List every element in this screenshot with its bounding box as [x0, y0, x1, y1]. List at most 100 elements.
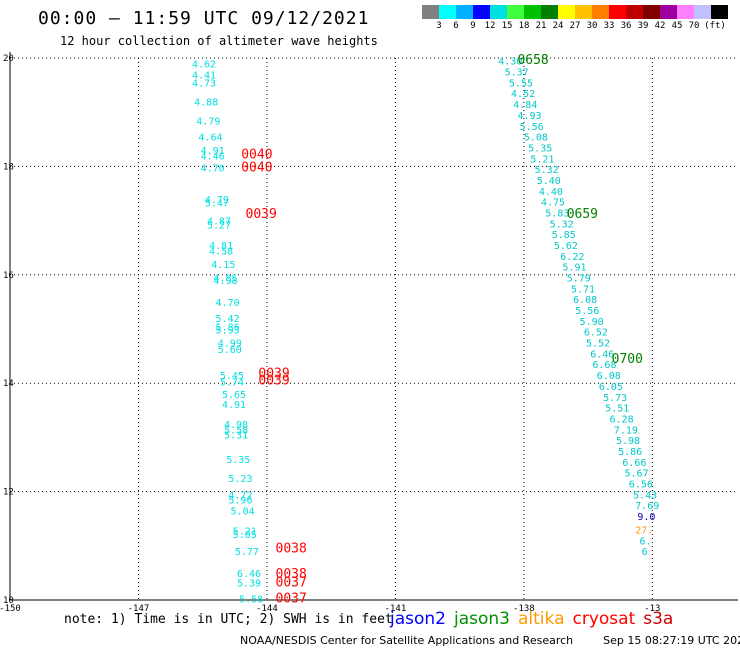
- wave-height-label: 7.69: [635, 501, 659, 512]
- legend-label: 30: [586, 21, 598, 31]
- satellite-altika: altika: [518, 609, 565, 629]
- wave-height-label: 5.37: [505, 68, 529, 79]
- wave-height-label: 4.81: [209, 241, 233, 252]
- satellite-s3a: s3a: [643, 609, 674, 629]
- wave-height-label: 4.41: [192, 70, 216, 81]
- legend-swatch: [439, 5, 456, 19]
- wave-height-label: 5.27: [207, 220, 231, 231]
- wave-height-label: 5.23: [228, 474, 252, 485]
- satellite-legend: jason2 jason3 altika cryosat s3a: [390, 609, 681, 629]
- wave-height-label: 4.79: [205, 195, 229, 206]
- wave-height-label: 5.58: [239, 594, 263, 605]
- wave-height-label: 5.86: [216, 322, 240, 333]
- color-legend: 3 6 9 12 15 18 21 24 27 30 33 36 39 42 45 70 (ft): [422, 5, 740, 33]
- wave-height-label: 5.55: [509, 78, 533, 89]
- wave-height-label: 5.60: [218, 345, 242, 356]
- wave-height-label: 6.66: [622, 458, 646, 469]
- legend-swatch: [660, 5, 677, 19]
- wave-height-label: 4.15: [211, 260, 235, 271]
- legend-label: 39: [637, 21, 649, 31]
- y-tick-label: 16: [3, 271, 14, 281]
- wave-height-label: 5.62: [554, 241, 578, 252]
- wave-height-label: 5.79: [567, 274, 591, 285]
- wave-height-label: 4.91: [222, 400, 246, 411]
- legend-label: 3: [436, 21, 442, 31]
- y-tick-label: 20: [3, 54, 14, 64]
- wave-height-label: 5.71: [571, 284, 595, 295]
- wave-height-label: 4.75: [541, 198, 565, 209]
- x-tick-label: -13: [644, 604, 660, 614]
- wave-height-label: 5.35: [226, 455, 250, 466]
- legend-swatch: [609, 5, 626, 19]
- wave-height-label: 5.52: [586, 339, 610, 350]
- chart-title: 00:00 – 11:59 UTC 09/12/2021: [38, 8, 370, 29]
- legend-swatch: [643, 5, 660, 19]
- y-tick-label: 18: [3, 162, 14, 172]
- units-note: note: 1) Time is in UTC; 2) SWH is in fe…: [64, 612, 393, 627]
- wave-height-label: 6.52: [584, 328, 608, 339]
- legend-label: 21: [535, 21, 547, 31]
- wave-height-label: 5.04: [231, 507, 255, 518]
- wave-height-label: 5.98: [616, 436, 640, 447]
- legend-swatch: [541, 5, 558, 19]
- wave-height-label: 5.90: [580, 317, 604, 328]
- wave-height-label: 5.05: [233, 530, 257, 541]
- wave-height-label: 4.72: [228, 490, 252, 501]
- generated-timestamp: Sep 15 08:27:19 UTC 2021: [603, 634, 740, 647]
- wave-height-label: 5.85: [552, 230, 576, 241]
- wave-height-label: 5.65: [222, 390, 246, 401]
- wave-height-label: 6.56: [629, 479, 653, 490]
- legend-label: (ft): [704, 21, 726, 31]
- wave-height-label: 4.70: [201, 163, 225, 174]
- legend-swatch: [422, 5, 439, 19]
- wave-height-label: 5.67: [625, 469, 649, 480]
- time-stamp-label: 0039: [246, 207, 277, 222]
- wave-height-label: 6.46: [237, 569, 261, 580]
- wave-height-label: 5.74: [220, 378, 244, 389]
- wave-height-label: 5.35: [528, 143, 552, 154]
- legend-swatch: [575, 5, 592, 19]
- wave-height-label: 4.79: [196, 116, 220, 127]
- wave-height-label: 6.08: [573, 295, 597, 306]
- time-stamp-label: 0040: [241, 147, 272, 162]
- wave-height-label: 6.68: [592, 360, 616, 371]
- satellite-jason3: jason3: [454, 609, 510, 629]
- legend-label: 18: [518, 21, 530, 31]
- legend-swatch: [677, 5, 694, 19]
- legend-label: 12: [484, 21, 496, 31]
- y-tick-label: 12: [3, 488, 14, 498]
- legend-label: 33: [603, 21, 615, 31]
- wave-height-label: 4.70: [216, 298, 240, 309]
- wave-height-label: 4.99: [218, 339, 242, 350]
- time-stamp-label: 0038: [276, 567, 307, 582]
- wave-height-label: 6.08: [597, 371, 621, 382]
- time-stamp-label: 0039: [258, 373, 289, 388]
- wave-height-label: 5.21: [233, 527, 257, 538]
- legend-swatch: [626, 5, 643, 19]
- chart-subtitle: 12 hour collection of altimeter wave hei…: [60, 34, 378, 48]
- wave-height-label: 4.98: [213, 276, 237, 287]
- legend-label: 42: [654, 21, 666, 31]
- wave-height-label: 4.84: [513, 100, 537, 111]
- wave-height-label: 5.47: [205, 199, 229, 210]
- time-stamp-label: 0659: [567, 207, 598, 222]
- wave-height-label: 6.: [640, 536, 652, 547]
- wave-height-label: 5.08: [524, 133, 548, 144]
- time-stamp-label: 0038: [276, 542, 307, 557]
- wave-height-label: 5.73: [603, 393, 627, 404]
- legend-swatch: [456, 5, 473, 19]
- wave-height-label: 5.42: [216, 314, 240, 325]
- wave-height-label: 4.88: [194, 97, 218, 108]
- wave-height-label: 5.45: [220, 371, 244, 382]
- x-tick-label: -138: [513, 604, 535, 614]
- wave-height-label: 5.86: [618, 447, 642, 458]
- legend-swatch: [507, 5, 524, 19]
- wave-height-label: 5.93: [216, 326, 240, 337]
- wave-height-label: 9.0: [637, 512, 655, 523]
- wave-height-label: 6.46: [590, 349, 614, 360]
- y-tick-label: 14: [3, 379, 14, 389]
- satellite-jason2: jason2: [390, 609, 446, 629]
- legend-swatch: [490, 5, 507, 19]
- wave-height-label: 4.52: [511, 89, 535, 100]
- wave-height-label: 5.43: [633, 490, 657, 501]
